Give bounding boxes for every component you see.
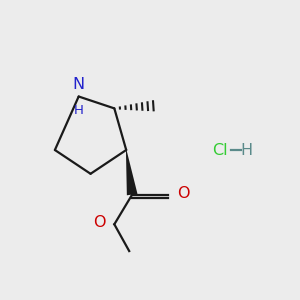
Polygon shape — [126, 150, 137, 195]
Text: H: H — [241, 142, 253, 158]
Text: O: O — [93, 215, 105, 230]
Text: Cl: Cl — [212, 142, 228, 158]
Text: N: N — [73, 77, 85, 92]
Text: O: O — [177, 186, 189, 201]
Text: H: H — [74, 104, 84, 117]
